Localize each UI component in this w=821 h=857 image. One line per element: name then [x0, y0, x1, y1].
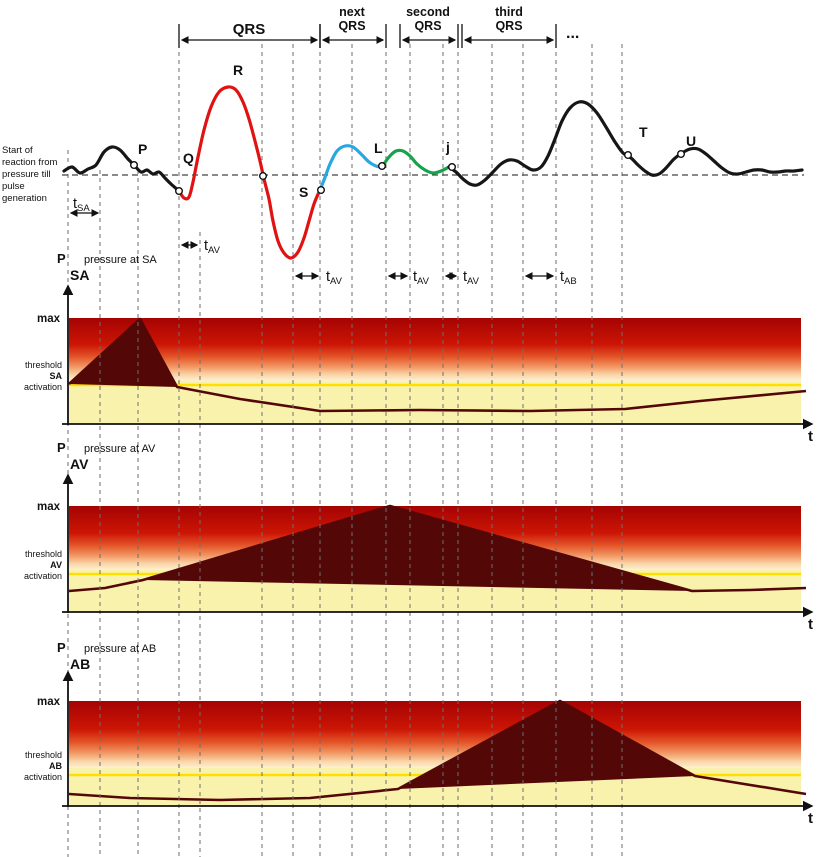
note-line: reaction from — [2, 157, 58, 168]
ecg-label-r: R — [233, 62, 243, 78]
pressure-peak-fill-SA — [69, 319, 177, 387]
chart-sa-title: pressure at SA — [84, 254, 157, 266]
bracket-label-second-qrs: QRS — [414, 19, 441, 33]
chart-av-max-label: max — [37, 501, 61, 513]
chart-sa-ylabel-sub: SA — [70, 267, 89, 283]
ecg-label-t: T — [639, 124, 648, 140]
ecg-point-marker-6 — [624, 150, 633, 159]
chart-av-threshold-label: threshold — [25, 549, 62, 559]
ecg-segment-qrs — [177, 85, 321, 260]
bracket-label-third-qrs: QRS — [495, 19, 522, 33]
chart-sa-threshold-label: threshold — [25, 360, 62, 370]
chart-ab-max-label: max — [37, 696, 61, 708]
chart-av-xlabel: t — [808, 616, 813, 633]
interval-sub: AV — [330, 276, 343, 287]
chart-av-activation-label: activation — [24, 571, 62, 581]
ecg-point-marker-3 — [317, 185, 326, 194]
note-line: generation — [2, 193, 47, 204]
ecg-segment-lead-in — [62, 145, 181, 193]
interval-sub: AV — [208, 245, 221, 256]
pressure-curve-AV — [68, 504, 807, 593]
bracket-label-next-qrs: QRS — [338, 19, 365, 33]
pressure-curve-AB — [68, 699, 807, 802]
ecg-label-j: j — [445, 139, 450, 155]
chart-ab-xlabel: t — [808, 810, 813, 827]
pressure-peak-fill-AV — [143, 506, 692, 591]
pressure-peak-fill-AB — [398, 701, 695, 789]
interval-base: t — [204, 238, 208, 254]
bracket-label-next: next — [339, 5, 366, 19]
ecg-segment-second-qrs — [380, 148, 451, 175]
chart-av-title: pressure at AV — [84, 443, 156, 455]
ecg-label-s: S — [299, 184, 308, 200]
chart-ab-activation-label: activation — [24, 772, 62, 782]
chart-ab-ylabel: P — [57, 640, 66, 655]
ecg-label-l: L — [374, 140, 383, 156]
pressure-band-SA — [69, 318, 801, 381]
interval-sub: SA — [77, 203, 90, 214]
interval-label-tav-1: tAV — [204, 238, 221, 256]
pressure-curves-layer — [68, 317, 807, 802]
note-line: Start of — [2, 145, 33, 156]
bracket-label-qrs: QRS — [233, 21, 266, 38]
interval-sub: AV — [417, 276, 430, 287]
chart-av-ylabel-sub: AV — [70, 456, 89, 472]
note-line: pulse — [2, 181, 25, 192]
interval-label-tab: tAB — [560, 269, 577, 287]
chart-ab-title: pressure at AB — [84, 643, 156, 655]
ecg-point-marker-7 — [677, 149, 686, 158]
axes-and-arrows-layer — [62, 24, 814, 812]
chart-av-threshold-node: AV — [50, 560, 62, 570]
chart-av-ylabel: P — [57, 440, 66, 455]
interval-base: t — [413, 269, 417, 285]
chart-sa-ylabel: P — [57, 251, 66, 266]
chart-ab-threshold-label: threshold — [25, 750, 62, 760]
ecg-segment-next-qrs — [317, 144, 384, 194]
interval-label-tav-4: tAV — [463, 269, 480, 287]
chart-sa-xlabel: t — [808, 428, 813, 445]
bracket-label-second: second — [406, 5, 450, 19]
ecg-point-marker-0 — [129, 160, 138, 169]
interval-label-tsa: tSA — [73, 196, 90, 214]
interval-base: t — [73, 196, 77, 212]
pressure-band-AB — [69, 701, 801, 768]
interval-label-tav-3: tAV — [413, 269, 430, 287]
interval-sub: AB — [564, 276, 577, 287]
interval-base: t — [463, 269, 467, 285]
ecg-point-marker-1 — [174, 186, 183, 195]
ecg-point-marker-5 — [448, 162, 457, 171]
ecg-trace-layer — [62, 85, 804, 260]
chart-sa-max-label: max — [37, 313, 61, 325]
labels-layer: Start of reaction from pressure till pul… — [2, 5, 813, 827]
ecg-segment-tail — [447, 100, 804, 187]
ecg-point-marker-4 — [378, 161, 387, 170]
ecg-point-marker-2 — [259, 171, 268, 180]
interval-label-tav-2: tAV — [326, 269, 343, 287]
ecg-label-u: U — [686, 133, 696, 149]
chart-sa-threshold-node: SA — [49, 371, 62, 381]
chart-sa-activation-label: activation — [24, 382, 62, 392]
note-line: pressure till — [2, 169, 51, 180]
interval-sub: AV — [467, 276, 480, 287]
interval-base: t — [326, 269, 330, 285]
interval-base: t — [560, 269, 564, 285]
chart-ab-threshold-node: AB — [49, 761, 62, 771]
ellipsis: ... — [566, 25, 579, 42]
ecg-label-q: Q — [183, 150, 194, 166]
pressure-curve-SA — [68, 317, 807, 413]
ecg-label-p: P — [138, 141, 147, 157]
bracket-label-third: third — [495, 5, 523, 19]
chart-ab-ylabel-sub: AB — [70, 656, 90, 672]
